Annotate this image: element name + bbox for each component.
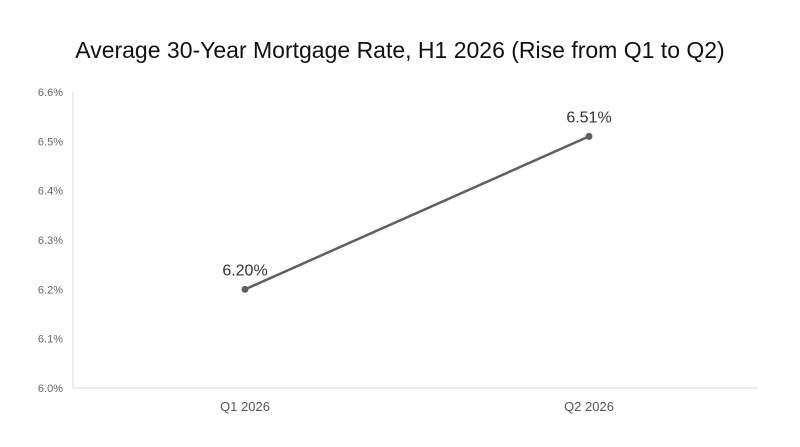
y-tick-label: 6.4% xyxy=(38,186,63,198)
chart-title: Average 30-Year Mortgage Rate, H1 2026 (… xyxy=(75,37,724,63)
y-tick-label: 6.1% xyxy=(38,334,63,346)
x-tick-label: Q2 2026 xyxy=(564,399,614,414)
data-label: 6.51% xyxy=(566,109,611,126)
data-point xyxy=(585,132,593,140)
data-label: 6.20% xyxy=(222,262,267,279)
y-tick-label: 6.3% xyxy=(38,235,63,247)
y-tick-label: 6.2% xyxy=(38,284,63,296)
data-point xyxy=(241,285,249,293)
x-axis-ticks: Q1 2026 Q2 2026 xyxy=(220,399,614,414)
data-labels-layer: 6.20% 6.51% xyxy=(222,109,611,279)
y-tick-label: 6.0% xyxy=(38,383,63,395)
series-layer xyxy=(241,132,593,293)
x-tick-label: Q1 2026 xyxy=(220,399,270,414)
y-axis-ticks: 6.0% 6.1% 6.2% 6.3% 6.4% 6.5% 6.6% xyxy=(38,87,63,395)
y-tick-label: 6.5% xyxy=(38,136,63,148)
series-line xyxy=(243,135,591,291)
y-tick-label: 6.6% xyxy=(38,87,63,99)
